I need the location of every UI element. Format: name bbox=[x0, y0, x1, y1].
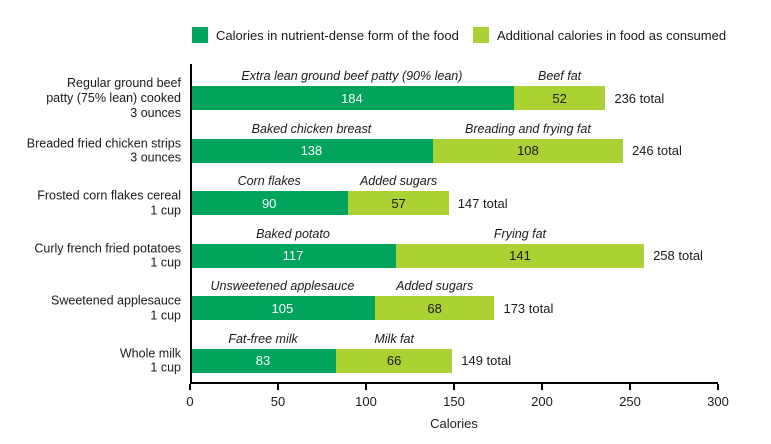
category-label: Regular ground beef patty (75% lean) coo… bbox=[46, 75, 181, 120]
x-axis-title: Calories bbox=[430, 416, 478, 431]
chart-row: Whole milk 1 cup Fat-free milk Milk fat … bbox=[120, 327, 718, 380]
bar-segment-nutrient-dense: 184 bbox=[190, 86, 514, 110]
category-label: Curly french fried potatoes 1 cup bbox=[34, 240, 181, 270]
x-tick bbox=[364, 384, 367, 390]
legend-label: Additional calories in food as consumed bbox=[497, 27, 727, 43]
chart-row: Regular ground beef patty (75% lean) coo… bbox=[46, 64, 718, 119]
segment-label-additional: Added sugars bbox=[396, 279, 474, 293]
category-label: Breaded fried chicken strips 3 ounces bbox=[26, 135, 181, 165]
segment-label-nutrient-dense: Extra lean ground beef patty (90% lean) bbox=[241, 69, 463, 83]
segment-label-additional: Frying fat bbox=[493, 226, 547, 241]
segment-label-nutrient-dense: Fat-free milk bbox=[228, 331, 298, 346]
segment-label-additional: Milk fat bbox=[374, 331, 414, 346]
bar-segment-additional: 66 bbox=[336, 348, 453, 373]
total-label: 236 total bbox=[614, 90, 665, 106]
segment-value: 141 bbox=[509, 248, 531, 263]
segment-value: 66 bbox=[386, 353, 402, 368]
x-tick bbox=[541, 384, 543, 390]
total-label: 149 total bbox=[461, 353, 512, 368]
chart-row: Sweetened applesauce 1 cup Unsweetened a… bbox=[51, 274, 718, 327]
plot-area: Regular ground beef patty (75% lean) coo… bbox=[27, 64, 729, 431]
bar: 184 52 236 total bbox=[190, 86, 718, 110]
bar-segment-nutrient-dense: 117 bbox=[190, 243, 396, 268]
x-tick bbox=[717, 384, 719, 390]
bar: 117 141 258 total bbox=[190, 243, 718, 268]
bar-segment-additional: 57 bbox=[348, 191, 449, 215]
segment-value: 57 bbox=[391, 195, 406, 211]
category-label: Frosted corn flakes cereal 1 cup bbox=[37, 188, 181, 217]
segment-value: 108 bbox=[517, 143, 539, 158]
segment-label-additional: Breading and frying fat bbox=[465, 121, 591, 136]
x-axis-line bbox=[190, 382, 718, 384]
x-tick-label: 150 bbox=[443, 394, 465, 409]
bar-segment-additional: 52 bbox=[513, 86, 606, 110]
segment-value: 105 bbox=[271, 300, 294, 316]
chart-row: Frosted corn flakes cereal 1 cup Corn fl… bbox=[37, 169, 718, 222]
segment-label-nutrient-dense: Baked potato bbox=[256, 226, 330, 241]
segment-labels: Baked potato Frying fat bbox=[190, 222, 718, 244]
bar-segment-additional: 141 bbox=[395, 243, 645, 268]
segment-value: 117 bbox=[282, 248, 304, 263]
segment-label-nutrient-dense: Unsweetened applesauce bbox=[210, 279, 355, 293]
x-tick bbox=[628, 384, 631, 390]
segment-labels: Baked chicken breast Breading and frying… bbox=[190, 117, 718, 139]
legend-swatch-additional bbox=[473, 27, 489, 43]
bar: 83 66 149 total bbox=[190, 348, 718, 373]
segment-value: 90 bbox=[261, 195, 277, 211]
x-tick-label: 50 bbox=[270, 394, 286, 409]
x-tick bbox=[277, 384, 279, 390]
segment-labels: Extra lean ground beef patty (90% lean) … bbox=[190, 64, 718, 86]
bar-segment-nutrient-dense: 138 bbox=[190, 138, 433, 163]
total-label: 258 total bbox=[653, 248, 703, 263]
chart-row: Breaded fried chicken strips 3 ounces Ba… bbox=[27, 117, 718, 170]
bar: 105 68 173 total bbox=[190, 296, 718, 320]
bar-segment-nutrient-dense: 83 bbox=[190, 348, 337, 373]
category-label: Sweetened applesauce 1 cup bbox=[51, 293, 181, 322]
segment-value: 52 bbox=[552, 90, 567, 106]
total-label: 147 total bbox=[457, 195, 508, 211]
segment-labels: Corn flakes Added sugars bbox=[190, 169, 718, 191]
bar: 138 108 246 total bbox=[190, 138, 718, 163]
segment-label-additional: Beef fat bbox=[538, 69, 582, 83]
x-tick-label: 200 bbox=[531, 394, 553, 409]
x-tick-label: 100 bbox=[355, 394, 377, 409]
bar-segment-additional: 68 bbox=[374, 296, 495, 320]
legend-item-nutrient-dense: Calories in nutrient-dense form of the f… bbox=[192, 27, 459, 43]
segment-labels: Fat-free milk Milk fat bbox=[190, 327, 718, 349]
bar: 90 57 147 total bbox=[190, 191, 718, 215]
segment-value: 184 bbox=[341, 90, 363, 106]
segment-value: 68 bbox=[427, 300, 442, 316]
total-label: 246 total bbox=[631, 143, 682, 158]
total-label: 173 total bbox=[503, 300, 554, 316]
legend-label: Calories in nutrient-dense form of the f… bbox=[216, 27, 459, 43]
x-tick-label: 0 bbox=[186, 394, 194, 409]
chart-row: Curly french fried potatoes 1 cup Baked … bbox=[34, 222, 718, 275]
x-tick-label: 250 bbox=[619, 394, 641, 409]
legend-item-additional: Additional calories in food as consumed bbox=[473, 27, 726, 43]
bar-segment-nutrient-dense: 105 bbox=[190, 296, 375, 320]
segment-label-nutrient-dense: Corn flakes bbox=[237, 174, 301, 188]
segment-label-nutrient-dense: Baked chicken breast bbox=[251, 121, 372, 136]
segment-labels: Unsweetened applesauce Added sugars bbox=[190, 274, 718, 296]
segment-label-additional: Added sugars bbox=[359, 174, 438, 188]
legend-swatch-nutrient-dense bbox=[192, 27, 208, 43]
category-label: Whole milk 1 cup bbox=[119, 345, 181, 375]
x-tick bbox=[453, 384, 455, 390]
bar-segment-nutrient-dense: 90 bbox=[190, 191, 349, 215]
x-tick-label: 300 bbox=[707, 394, 729, 409]
segment-value: 138 bbox=[300, 143, 323, 158]
x-tick bbox=[189, 384, 191, 390]
bar-segment-additional: 108 bbox=[432, 138, 623, 163]
segment-value: 83 bbox=[255, 353, 271, 368]
y-axis-line bbox=[190, 64, 192, 382]
